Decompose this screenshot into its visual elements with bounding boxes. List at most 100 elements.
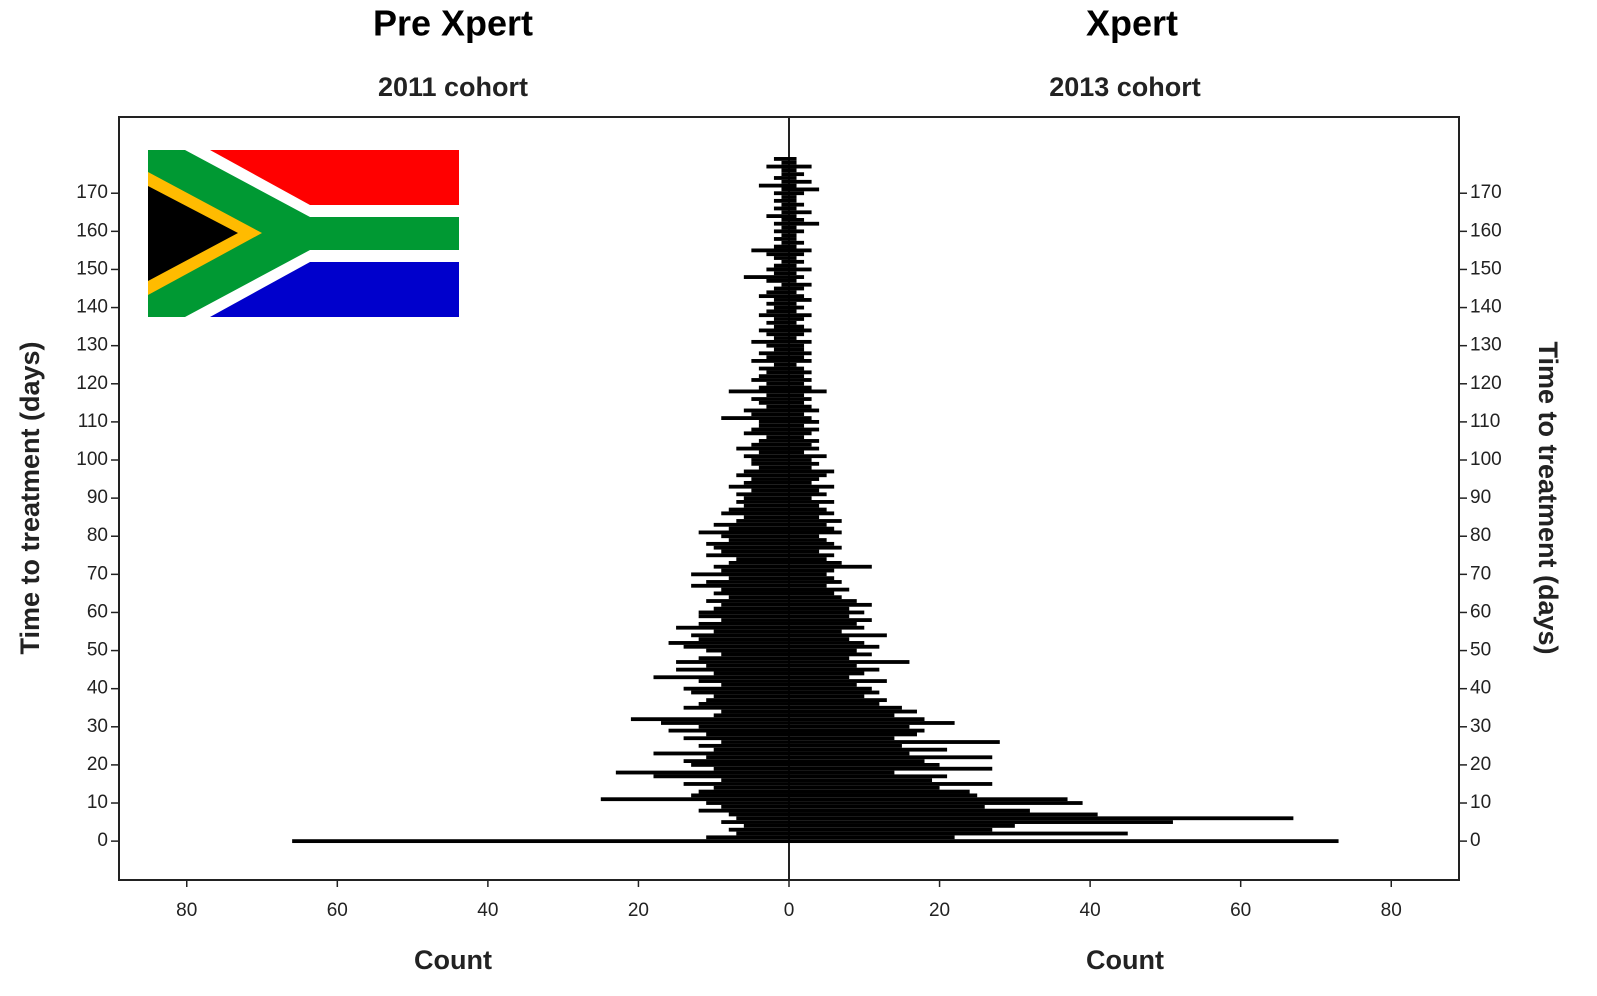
bar [789, 808, 1030, 813]
bar [789, 381, 805, 386]
bar [789, 378, 812, 382]
y-tick-label: 150 [1470, 258, 1502, 279]
bar [789, 732, 917, 737]
bar [292, 839, 789, 844]
bar [789, 675, 850, 680]
bar [789, 492, 827, 497]
bar [781, 179, 789, 184]
bar [781, 282, 789, 287]
bar [728, 526, 789, 531]
bar [789, 740, 1000, 744]
bar [789, 503, 820, 508]
bar [789, 282, 812, 287]
bar [683, 705, 789, 710]
bar [789, 336, 797, 340]
bar [789, 176, 797, 180]
bar [789, 267, 812, 272]
bar [781, 259, 789, 264]
bar [789, 728, 925, 733]
bar [773, 298, 789, 302]
bar [789, 625, 865, 630]
bar [789, 198, 797, 203]
bar [789, 694, 865, 699]
bar [789, 572, 827, 577]
y-tick-label: 20 [87, 754, 108, 775]
y-axis-label: Time to treatment (days) [15, 341, 45, 654]
bar [789, 690, 880, 695]
y-tick-label: 120 [76, 373, 108, 394]
y-tick-label: 110 [1470, 411, 1500, 432]
bar [789, 362, 797, 367]
bar [743, 431, 789, 436]
bar [683, 644, 789, 649]
bar [789, 157, 797, 161]
bar [789, 290, 797, 295]
bar [789, 660, 910, 664]
bar [721, 602, 789, 607]
bar [781, 172, 789, 177]
bar [736, 500, 789, 504]
bar [789, 610, 865, 615]
bar [789, 602, 872, 607]
bar [789, 618, 872, 622]
bar [789, 583, 827, 588]
bar [773, 347, 789, 352]
bar [743, 515, 789, 520]
bar [751, 248, 789, 253]
bar [736, 519, 789, 523]
bar [721, 568, 789, 573]
y-tick-label: 130 [1470, 335, 1502, 356]
bar [766, 252, 789, 257]
bar [789, 461, 820, 466]
y-tick-label: 50 [1470, 640, 1491, 661]
bar [789, 355, 805, 360]
bar [676, 625, 789, 630]
bar [789, 385, 812, 390]
bar [743, 823, 789, 828]
bar [789, 778, 933, 783]
bar [789, 286, 805, 291]
bar [789, 248, 812, 253]
bar [758, 366, 789, 371]
bar [789, 313, 812, 318]
bar [706, 599, 789, 603]
bar [789, 328, 812, 333]
bar [789, 633, 887, 638]
bar [789, 553, 835, 558]
bar [698, 621, 789, 626]
bar [789, 446, 820, 451]
bar [773, 305, 789, 310]
y-tick-label: 100 [76, 449, 108, 470]
bar [789, 816, 1294, 821]
y-tick-label: 0 [1470, 830, 1481, 851]
bar [751, 397, 789, 401]
y-tick-label: 10 [1470, 792, 1491, 813]
bar [728, 812, 789, 817]
bar [789, 400, 805, 405]
bar [789, 271, 797, 276]
bar [789, 652, 872, 657]
bar [789, 343, 805, 348]
bar [789, 480, 812, 485]
bar [789, 458, 812, 462]
y-axis-label: Time to treatment (days) [1533, 341, 1563, 654]
x-axis-label: Count [1086, 945, 1164, 975]
chart-subtitle: 2011 cohort [378, 72, 528, 102]
bar [758, 450, 789, 455]
bar [751, 442, 789, 447]
y-tick-label: 120 [1470, 373, 1502, 394]
bar [781, 187, 789, 192]
y-tick-label: 130 [76, 335, 108, 356]
bar [789, 549, 820, 554]
bar [766, 393, 789, 398]
bar [706, 755, 789, 760]
bar [766, 267, 789, 272]
bar [789, 545, 842, 550]
bar [789, 782, 993, 786]
bar [789, 827, 993, 832]
bar [789, 663, 857, 668]
bar [789, 698, 887, 703]
bar [789, 576, 835, 581]
bar [789, 240, 805, 245]
bar [789, 762, 940, 767]
